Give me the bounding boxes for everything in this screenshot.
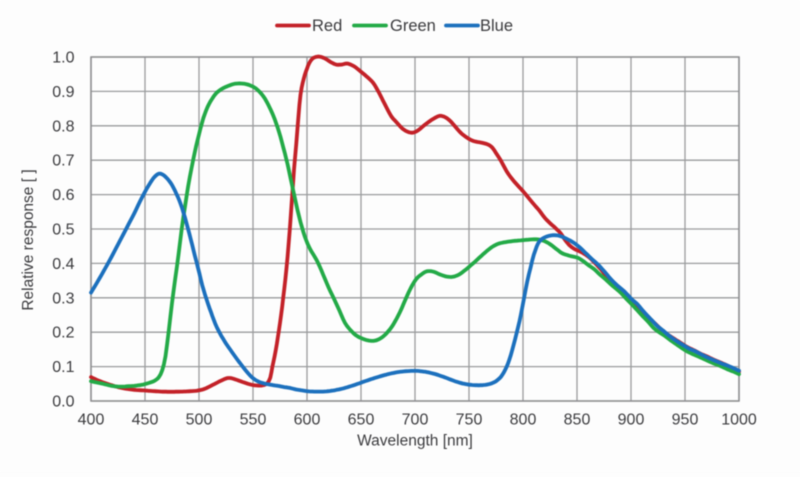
svg-text:Green: Green <box>390 17 436 35</box>
svg-text:850: 850 <box>564 412 591 429</box>
svg-text:0.6: 0.6 <box>52 187 74 204</box>
svg-text:Relative response [ ]: Relative response [ ] <box>20 169 37 310</box>
svg-text:600: 600 <box>294 412 321 429</box>
svg-text:0.4: 0.4 <box>52 256 74 273</box>
svg-text:0.9: 0.9 <box>52 84 74 101</box>
svg-text:950: 950 <box>672 412 699 429</box>
svg-text:Red: Red <box>312 17 342 35</box>
svg-text:0.0: 0.0 <box>52 394 74 411</box>
svg-text:0.7: 0.7 <box>52 153 74 170</box>
svg-text:Blue: Blue <box>480 17 513 35</box>
svg-text:750: 750 <box>456 412 483 429</box>
svg-text:0.8: 0.8 <box>52 118 74 135</box>
svg-text:550: 550 <box>240 412 267 429</box>
svg-text:0.1: 0.1 <box>52 359 74 376</box>
svg-text:0.2: 0.2 <box>52 325 74 342</box>
svg-text:650: 650 <box>348 412 375 429</box>
svg-text:1.0: 1.0 <box>52 50 74 67</box>
svg-text:Wavelength [nm]: Wavelength [nm] <box>357 433 473 450</box>
svg-text:500: 500 <box>186 412 213 429</box>
svg-text:400: 400 <box>78 412 105 429</box>
svg-text:0.5: 0.5 <box>52 222 74 239</box>
svg-text:450: 450 <box>132 412 159 429</box>
svg-text:800: 800 <box>510 412 537 429</box>
svg-text:900: 900 <box>618 412 645 429</box>
svg-text:1000: 1000 <box>721 412 757 429</box>
svg-text:0.3: 0.3 <box>52 290 74 307</box>
svg-text:700: 700 <box>402 412 429 429</box>
